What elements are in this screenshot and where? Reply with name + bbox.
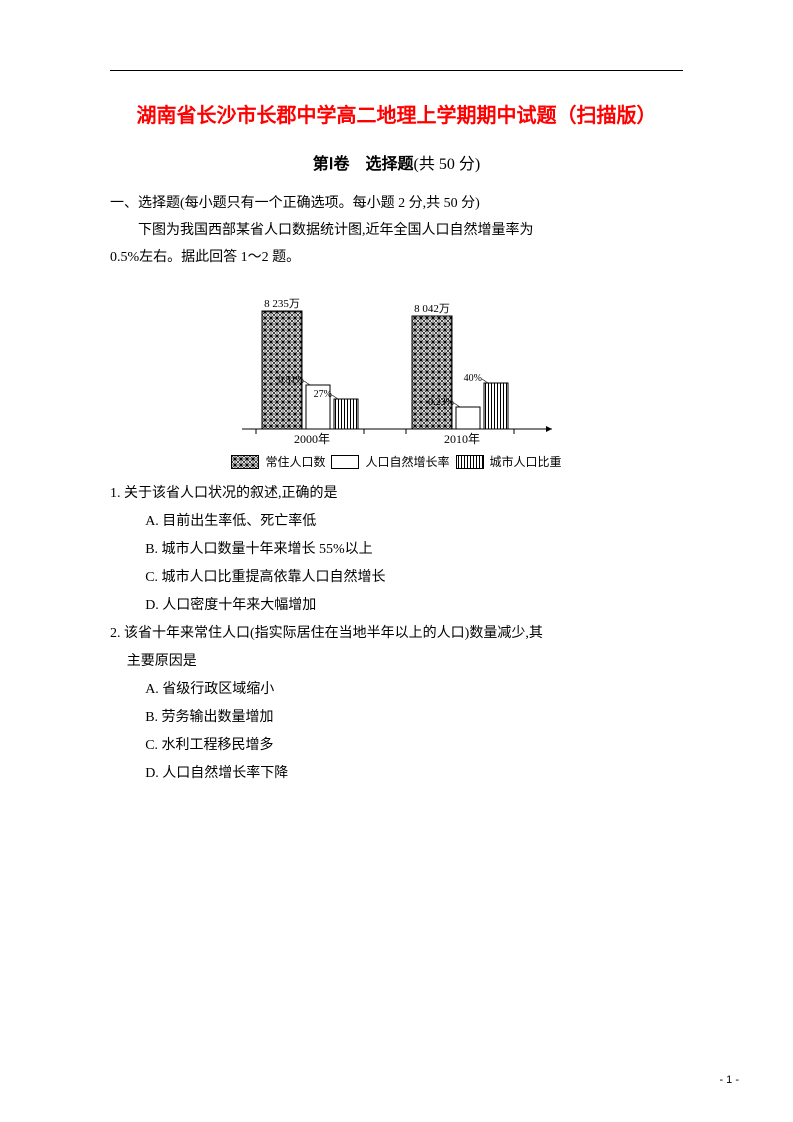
question-stem-cont: 主要原因是 xyxy=(110,648,683,676)
option-item: B. 城市人口数量十年来增长 55%以上 xyxy=(145,536,683,564)
option-list: A. 省级行政区域缩小B. 劳务输出数量增加C. 水利工程移民增多D. 人口自然… xyxy=(110,676,683,788)
option-item: A. 省级行政区域缩小 xyxy=(145,676,683,704)
option-item: A. 目前出生率低、死亡率低 xyxy=(145,508,683,536)
top-rule xyxy=(110,70,683,71)
legend-swatch xyxy=(331,455,359,469)
intro-line-1: 下图为我国西部某省人口数据统计图,近年全国人口自然增量率为 xyxy=(110,218,683,245)
legend-label: 城市人口比重 xyxy=(490,453,562,470)
option-item: D. 人口自然增长率下降 xyxy=(145,760,683,788)
exam-page: 湖南省长沙市长郡中学高二地理上学期期中试题（扫描版） 第Ⅰ卷 选择题(共 50 … xyxy=(0,0,793,828)
subtitle-prefix: 第 xyxy=(313,156,329,173)
option-item: C. 水利工程移民增多 xyxy=(145,732,683,760)
svg-text:0.51%: 0.51% xyxy=(278,375,304,386)
sub-title: 第Ⅰ卷 选择题(共 50 分) xyxy=(110,150,683,174)
subtitle-points: (共 50 分) xyxy=(414,156,481,173)
chart-legend: 常住人口数 人口自然增长率 城市人口比重 xyxy=(231,453,561,470)
chart-svg: 8 235万 0.51% 27% 2000年 8 042万 0.23% 40% 2010年 xyxy=(232,279,562,449)
document-title: 湖南省长沙市长郡中学高二地理上学期期中试题（扫描版） xyxy=(110,99,683,128)
svg-text:27%: 27% xyxy=(313,389,331,400)
legend-label: 常住人口数 xyxy=(265,453,325,470)
subtitle-mid: 卷 选择题 xyxy=(334,156,414,173)
intro-line-2: 0.5%左右。据此回答 1～2 题。 xyxy=(110,245,683,272)
question-stem: 2. 该省十年来常住人口(指实际居住在当地半年以上的人口)数量减少,其 xyxy=(110,620,683,648)
legend-label: 人口自然增长率 xyxy=(365,453,449,470)
svg-text:0.23%: 0.23% xyxy=(428,397,454,408)
option-list: A. 目前出生率低、死亡率低B. 城市人口数量十年来增长 55%以上C. 城市人… xyxy=(110,508,683,620)
questions-block: 1. 关于该省人口状况的叙述,正确的是A. 目前出生率低、死亡率低B. 城市人口… xyxy=(110,480,683,788)
question-stem: 1. 关于该省人口状况的叙述,正确的是 xyxy=(110,480,683,508)
legend-swatch xyxy=(231,455,259,469)
svg-text:8 235万: 8 235万 xyxy=(264,298,300,310)
option-item: C. 城市人口比重提高依靠人口自然增长 xyxy=(145,564,683,592)
option-item: B. 劳务输出数量增加 xyxy=(145,704,683,732)
page-number: - 1 - xyxy=(719,1074,739,1086)
svg-text:2010年: 2010年 xyxy=(443,432,479,446)
option-item: D. 人口密度十年来大幅增加 xyxy=(145,592,683,620)
svg-text:8 042万: 8 042万 xyxy=(414,303,450,315)
svg-text:40%: 40% xyxy=(463,373,481,384)
section-heading: 一、选择题(每小题只有一个正确选项。每小题 2 分,共 50 分) xyxy=(110,192,683,212)
legend-swatch xyxy=(456,455,484,469)
population-chart: 8 235万 0.51% 27% 2000年 8 042万 0.23% 40% 2010年 常… xyxy=(110,279,683,470)
svg-text:2000年: 2000年 xyxy=(293,432,329,446)
